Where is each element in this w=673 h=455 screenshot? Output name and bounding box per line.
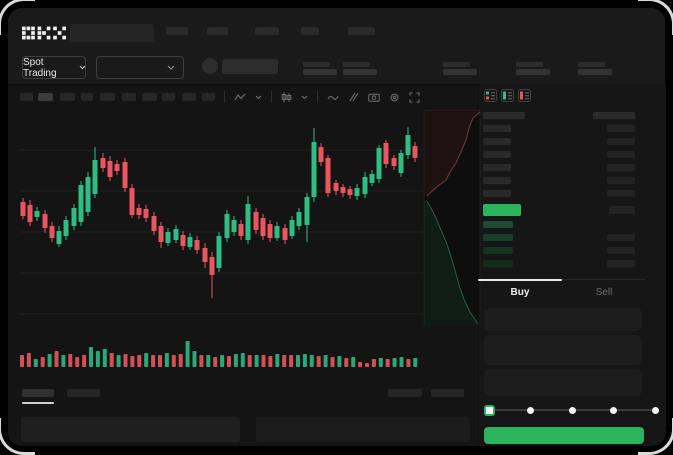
book-header-price (483, 112, 525, 119)
bid-row-price (483, 260, 513, 267)
bottom-tab-active[interactable] (22, 389, 54, 397)
timeframe-slot[interactable] (202, 93, 215, 101)
ask-row-amount (607, 164, 635, 171)
stat-label (343, 62, 370, 67)
bid-row-amount (607, 260, 635, 267)
slider-stop[interactable] (651, 406, 659, 414)
timeframe-slot[interactable] (38, 93, 53, 101)
timeframe-slot[interactable] (100, 93, 115, 101)
settings-icon[interactable] (389, 92, 400, 103)
bid-row-amount (607, 247, 635, 254)
nav-item[interactable] (301, 27, 319, 35)
okx-logo (22, 26, 66, 40)
last-price-highlight (483, 204, 521, 216)
timeframe-slot[interactable] (20, 93, 33, 101)
divider (271, 91, 272, 103)
indicators-chevron-icon[interactable] (255, 95, 262, 100)
timeframe-slot[interactable] (81, 93, 93, 101)
fullscreen-icon[interactable] (409, 91, 420, 103)
ask-row-price (483, 151, 511, 158)
slider-stop[interactable] (568, 406, 576, 414)
ask-row-price (483, 138, 511, 145)
slider-stop[interactable] (610, 406, 617, 414)
nav-item[interactable] (348, 27, 375, 35)
pair-name-placeholder (222, 59, 278, 74)
tab-divider (478, 279, 646, 280)
orders-panel (21, 417, 240, 442)
book-header-amount (593, 112, 635, 119)
ask-row-price (483, 177, 511, 184)
stat-label (443, 62, 470, 67)
compare-icon[interactable] (348, 92, 359, 102)
ask-row-amount (607, 151, 635, 158)
buy-tab-label: Buy (510, 286, 530, 298)
line-chart-icon[interactable] (327, 93, 339, 102)
ask-row-amount (607, 138, 635, 145)
pair-selector[interactable] (96, 56, 184, 79)
chevron-down-icon (79, 65, 85, 70)
ask-row-amount (607, 125, 635, 132)
timeframe-slot[interactable] (142, 93, 157, 101)
bottom-action-button[interactable] (388, 389, 422, 397)
timeframe-slot[interactable] (162, 93, 175, 101)
ask-row-amount (607, 190, 635, 197)
ask-row-price (483, 190, 511, 197)
bottom-tab[interactable] (67, 389, 100, 397)
nav-item[interactable] (166, 27, 188, 35)
ask-row-price (483, 125, 511, 132)
nav-item[interactable] (207, 27, 228, 35)
sell-tab-label: Sell (595, 286, 613, 298)
stat-label (578, 62, 605, 67)
snapshot-icon[interactable] (368, 92, 380, 102)
divider (317, 91, 318, 103)
stat-value (303, 69, 337, 75)
bid-row-amount (607, 234, 635, 241)
stat-value (443, 69, 477, 75)
bid-row-price (483, 221, 513, 228)
slider-handle[interactable] (483, 404, 495, 416)
market-type-selector[interactable]: Spot Trading (22, 56, 86, 79)
coin-icon (202, 58, 218, 74)
stat-label (303, 62, 330, 67)
ask-row-amount (607, 177, 635, 184)
history-panel (256, 417, 470, 442)
timeframe-slot[interactable] (182, 93, 196, 101)
price-field[interactable] (484, 308, 642, 331)
market-type-label: Spot Trading (23, 56, 57, 79)
chevron-down-icon (167, 65, 175, 70)
book-combined-icon[interactable] (484, 89, 497, 102)
amount-field[interactable] (484, 335, 642, 365)
nav-item[interactable] (255, 27, 279, 35)
divider (224, 91, 225, 103)
timeframe-slot[interactable] (122, 93, 136, 101)
candle-style-icon[interactable] (281, 92, 292, 103)
last-price-amount (609, 206, 635, 214)
ask-row-price (483, 164, 511, 171)
bid-row-price (483, 234, 513, 241)
candle-style-chevron-icon[interactable] (301, 95, 308, 100)
indicators-icon[interactable] (234, 92, 246, 102)
stat-value (516, 69, 550, 75)
search-input[interactable] (70, 24, 154, 42)
stat-value (343, 69, 377, 75)
tab-sell[interactable]: Sell (562, 284, 646, 300)
stat-value (578, 69, 612, 75)
buy-tab-indicator (478, 279, 562, 281)
book-asks-icon[interactable] (518, 89, 531, 102)
bottom-tab-underline (22, 402, 54, 404)
stat-label (516, 62, 543, 67)
bottom-action-button[interactable] (431, 389, 464, 397)
submit-buy-button[interactable] (484, 427, 644, 444)
total-field[interactable] (484, 369, 642, 396)
book-bids-icon[interactable] (501, 89, 514, 102)
tab-buy[interactable]: Buy (478, 284, 562, 300)
chart-tools (224, 91, 420, 103)
bid-row-price (483, 247, 513, 254)
timeframe-slot[interactable] (60, 93, 75, 101)
slider-stop[interactable] (527, 406, 534, 414)
